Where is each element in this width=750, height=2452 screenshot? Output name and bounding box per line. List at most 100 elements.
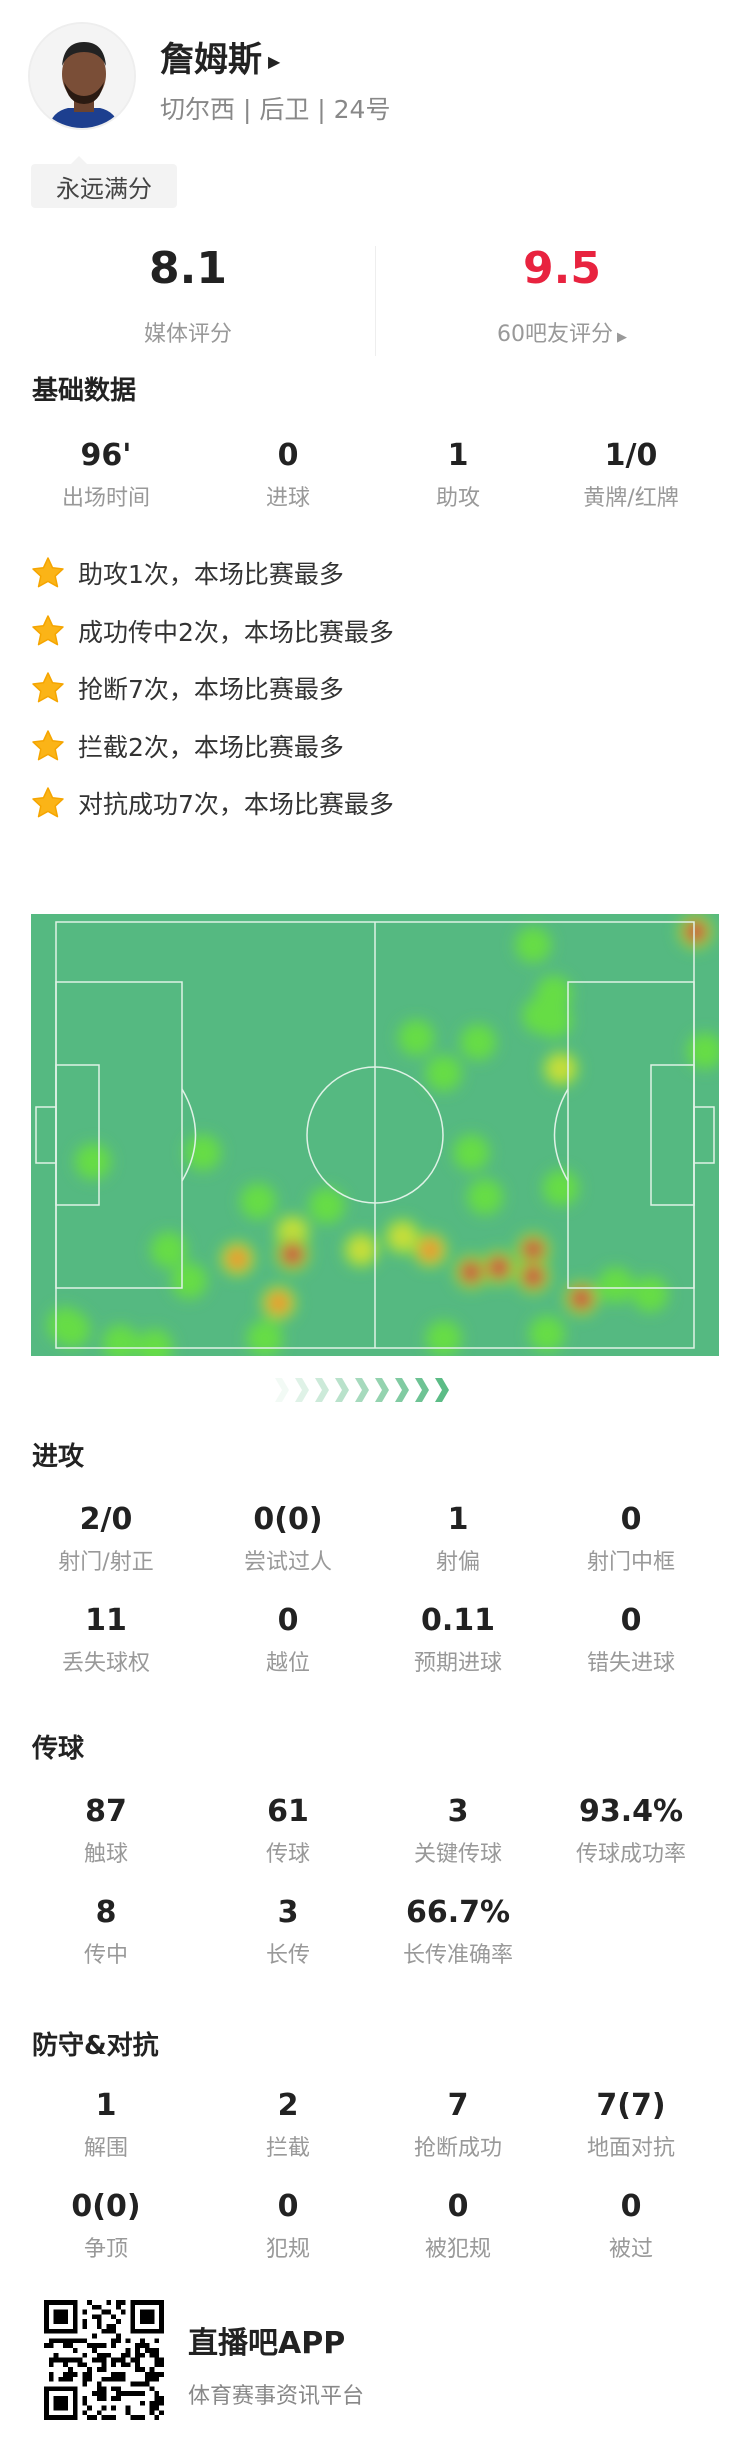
heat-spot: [74, 1143, 111, 1180]
stat-passing: 61 传球: [198, 1794, 378, 1868]
stat-passing: 3 长传: [198, 1895, 378, 1969]
stat-label: 黄牌/红牌: [583, 486, 679, 511]
stat-basic: 96' 出场时间: [16, 438, 196, 512]
fans-rating[interactable]: 9.5 60吧友评分 ▶: [497, 243, 627, 348]
heat-spot: [225, 1246, 250, 1271]
heat-spot: [683, 919, 708, 944]
heat-spot: [459, 1260, 484, 1285]
stat-attack: 1 射偏: [368, 1502, 548, 1576]
stat-defense: 0 被犯规: [368, 2189, 548, 2263]
stat-value: 0: [277, 1603, 299, 1638]
section-title-attack: 进攻: [32, 1442, 85, 1472]
player-tag: 永远满分: [31, 156, 177, 208]
stat-value: 2/0: [79, 1502, 133, 1537]
heat-spot: [280, 1242, 305, 1267]
stat-label: 触球: [83, 1842, 128, 1867]
chevron-right-icon: [415, 1378, 429, 1402]
heat-spot: [597, 1267, 634, 1304]
heat-spot: [425, 1055, 462, 1092]
stat-label: 越位: [265, 1651, 310, 1676]
stat-attack: 11 丢失球权: [16, 1603, 196, 1677]
heat-spot: [521, 1237, 546, 1262]
stat-passing: 8 传中: [16, 1895, 196, 1969]
player-name[interactable]: 詹姆斯 ▶: [160, 40, 281, 80]
stat-label: 射门中框: [586, 1550, 675, 1575]
star-icon: [32, 787, 64, 818]
stat-label: 丢失球权: [61, 1651, 150, 1676]
chevron-right-icon: [295, 1378, 309, 1402]
stat-attack: 0 射门中框: [541, 1502, 721, 1576]
stat-value: 11: [85, 1603, 127, 1638]
stat-attack: 0 错失进球: [541, 1603, 721, 1677]
heat-spot: [453, 1134, 490, 1171]
stat-label: 长传准确率: [402, 1943, 513, 1968]
stat-label: 出场时间: [61, 486, 150, 511]
heat-spot: [425, 1320, 462, 1356]
stat-value: 1/0: [604, 438, 658, 473]
stat-value: 0: [277, 438, 299, 473]
heat-spot: [521, 1264, 546, 1289]
stat-defense: 2 拦截: [198, 2088, 378, 2162]
heat-spot: [486, 1255, 511, 1280]
app-name: 直播吧APP: [188, 2326, 346, 2361]
arrow-right-icon: ▶: [268, 52, 281, 71]
heat-spot: [347, 1235, 376, 1264]
stat-value: 0: [277, 2189, 299, 2224]
heat-spot: [150, 1231, 187, 1268]
highlight-item: 对抗成功7次，本场比赛最多: [30, 785, 394, 821]
heat-spot: [632, 1276, 669, 1313]
stat-passing: 87 触球: [16, 1794, 196, 1868]
stat-value: 1: [95, 2088, 117, 2123]
heat-spot: [467, 1178, 504, 1215]
highlight-item: 拦截2次，本场比赛最多: [30, 728, 344, 764]
stat-label: 传中: [83, 1943, 128, 1968]
stat-defense: 0(0) 争顶: [16, 2189, 196, 2263]
stat-value: 87: [85, 1794, 127, 1829]
stat-label: 解围: [83, 2136, 128, 2161]
heat-spot: [388, 1222, 417, 1251]
chevron-right-icon: [315, 1378, 329, 1402]
stat-value: 7: [447, 2088, 469, 2123]
stat-label: 关键传球: [413, 1842, 502, 1867]
stat-value: 0: [447, 2189, 469, 2224]
chevron-right-icon: [375, 1378, 389, 1402]
stat-value: 66.7%: [405, 1895, 511, 1930]
heat-spot: [687, 1033, 719, 1070]
heat-spot: [460, 1024, 497, 1061]
chevron-right-icon: [435, 1378, 449, 1402]
heat-spot: [398, 1019, 435, 1056]
section-title-basic: 基础数据: [32, 376, 137, 406]
stat-value: 1: [447, 438, 469, 473]
stat-value: 1: [447, 1502, 469, 1537]
player-avatar[interactable]: [28, 22, 136, 130]
arrow-right-icon: ▶: [617, 330, 627, 345]
stat-value: 0.11: [420, 1603, 496, 1638]
star-icon: [32, 614, 64, 645]
stat-value: 0: [620, 1502, 642, 1537]
stat-value: 3: [277, 1895, 299, 1930]
stat-label: 尝试过人: [243, 1550, 332, 1575]
stat-label: 助攻: [435, 486, 480, 511]
qr-code: [44, 2300, 164, 2420]
chevron-right-icon: [275, 1378, 289, 1402]
heat-spot: [529, 1315, 565, 1352]
stat-label: 传球成功率: [575, 1842, 686, 1867]
stat-value: 0(0): [71, 2189, 141, 2224]
stat-label: 射门/射正: [58, 1550, 154, 1575]
heat-spot: [542, 1170, 579, 1207]
stat-label: 争顶: [83, 2237, 128, 2262]
chevron-right-icon: [335, 1378, 349, 1402]
stat-value: 61: [267, 1794, 309, 1829]
heat-spot: [136, 1329, 173, 1356]
highlight-item: 成功传中2次，本场比赛最多: [30, 613, 394, 649]
heat-spot: [308, 1187, 345, 1224]
attack-direction-arrows: [275, 1378, 455, 1402]
stat-basic: 1/0 黄牌/红牌: [541, 438, 721, 512]
stat-label: 抢断成功: [413, 2136, 502, 2161]
stat-label: 预期进球: [413, 1651, 502, 1676]
stat-label: 犯规: [265, 2237, 310, 2262]
section-title-defense: 防守&对抗: [32, 2031, 159, 2061]
stat-defense: 1 解围: [16, 2088, 196, 2162]
heat-spot: [569, 1286, 594, 1311]
star-icon: [32, 557, 64, 588]
